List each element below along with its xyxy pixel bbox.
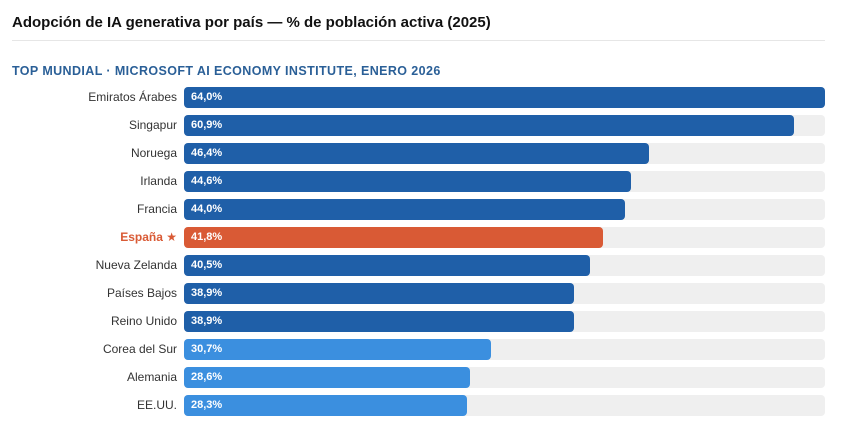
category-label: Reino Unido — [110, 314, 177, 328]
bar-row: Noruega 46,4% — [0, 143, 845, 164]
chart-title: Adopción de IA generativa por país — % d… — [12, 14, 491, 31]
value-label: 28,6% — [191, 371, 223, 383]
bar — [184, 143, 649, 164]
bar — [184, 283, 574, 304]
category-label: Nueva Zelanda — [95, 258, 177, 272]
value-label: 41,8% — [191, 231, 223, 243]
bar — [184, 339, 491, 360]
bar-row: Nueva Zelanda 40,5% — [0, 255, 845, 276]
category-label: EE.UU. — [136, 398, 177, 412]
chart-subtitle: TOP MUNDIAL · MICROSOFT AI ECONOMY INSTI… — [12, 64, 441, 78]
bar — [184, 115, 794, 136]
bar-row: Emiratos Árabes 64,0% — [0, 87, 845, 108]
category-label: Países Bajos — [106, 286, 177, 300]
value-label: 64,0% — [191, 91, 223, 103]
bar-row: Francia 44,0% — [0, 199, 845, 220]
bar-row: Singapur 60,9% — [0, 115, 845, 136]
bar — [184, 87, 825, 108]
bar — [184, 395, 467, 416]
category-label: Corea del Sur — [102, 342, 177, 356]
value-label: 28,3% — [191, 399, 223, 411]
value-label: 40,5% — [191, 259, 223, 271]
bar-row: Corea del Sur 30,7% — [0, 339, 845, 360]
title-divider — [12, 40, 825, 41]
bar-row: Reino Unido 38,9% — [0, 311, 845, 332]
category-label: Noruega — [130, 146, 177, 160]
bar — [184, 367, 470, 388]
category-label: Francia — [136, 202, 177, 216]
bar — [184, 171, 631, 192]
category-label: Emiratos Árabes — [88, 90, 177, 104]
bar-row: EE.UU. 28,3% — [0, 395, 845, 416]
bar — [184, 255, 590, 276]
bar — [184, 227, 603, 248]
value-label: 44,0% — [191, 203, 223, 215]
value-label: 38,9% — [191, 287, 223, 299]
bar-row: España ★ 41,8% — [0, 227, 845, 248]
bar-row: Irlanda 44,6% — [0, 171, 845, 192]
value-label: 44,6% — [191, 175, 223, 187]
value-label: 46,4% — [191, 147, 223, 159]
bar — [184, 311, 574, 332]
category-label: España ★ — [120, 230, 177, 244]
bar-row: Alemania 28,6% — [0, 367, 845, 388]
value-label: 38,9% — [191, 315, 223, 327]
bar-row: Países Bajos 38,9% — [0, 283, 845, 304]
category-label: Irlanda — [140, 174, 177, 188]
bar — [184, 199, 625, 220]
value-label: 30,7% — [191, 343, 223, 355]
category-label: Alemania — [126, 370, 177, 384]
category-label: Singapur — [128, 118, 177, 132]
value-label: 60,9% — [191, 119, 223, 131]
